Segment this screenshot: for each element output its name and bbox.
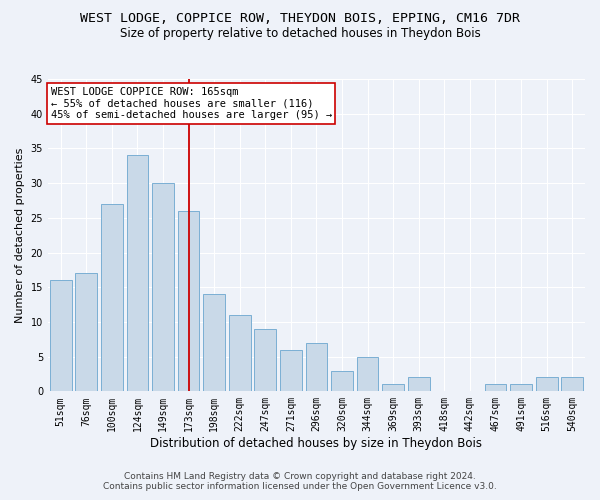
Bar: [408, 378, 430, 392]
Bar: [152, 183, 174, 392]
Y-axis label: Number of detached properties: Number of detached properties: [15, 148, 25, 323]
Bar: [485, 384, 506, 392]
Bar: [305, 342, 328, 392]
X-axis label: Distribution of detached houses by size in Theydon Bois: Distribution of detached houses by size …: [151, 437, 482, 450]
Bar: [127, 156, 148, 392]
Bar: [229, 315, 251, 392]
Bar: [178, 211, 199, 392]
Bar: [357, 356, 379, 392]
Bar: [510, 384, 532, 392]
Bar: [331, 370, 353, 392]
Text: WEST LODGE, COPPICE ROW, THEYDON BOIS, EPPING, CM16 7DR: WEST LODGE, COPPICE ROW, THEYDON BOIS, E…: [80, 12, 520, 26]
Bar: [280, 350, 302, 392]
Bar: [101, 204, 123, 392]
Text: Contains public sector information licensed under the Open Government Licence v3: Contains public sector information licen…: [103, 482, 497, 491]
Text: Contains HM Land Registry data © Crown copyright and database right 2024.: Contains HM Land Registry data © Crown c…: [124, 472, 476, 481]
Bar: [76, 274, 97, 392]
Text: Size of property relative to detached houses in Theydon Bois: Size of property relative to detached ho…: [119, 28, 481, 40]
Bar: [562, 378, 583, 392]
Bar: [382, 384, 404, 392]
Bar: [203, 294, 225, 392]
Bar: [254, 329, 276, 392]
Bar: [536, 378, 557, 392]
Bar: [50, 280, 71, 392]
Text: WEST LODGE COPPICE ROW: 165sqm
← 55% of detached houses are smaller (116)
45% of: WEST LODGE COPPICE ROW: 165sqm ← 55% of …: [50, 87, 332, 120]
